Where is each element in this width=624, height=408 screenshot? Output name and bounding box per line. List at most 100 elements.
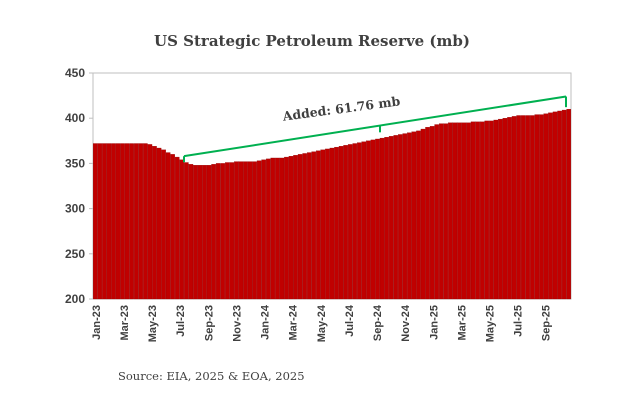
bar-18 bbox=[174, 156, 180, 300]
bar-6 bbox=[120, 143, 125, 300]
bar-21 bbox=[188, 164, 194, 300]
bar-72 bbox=[420, 128, 426, 300]
bar-31 bbox=[234, 161, 239, 300]
x-tick-label-8: May-24 bbox=[316, 304, 328, 342]
bar-12 bbox=[147, 144, 153, 300]
bar-104 bbox=[566, 109, 571, 300]
bar-44 bbox=[293, 155, 298, 300]
chart-title: US Strategic Petroleum Reserve (mb) bbox=[154, 32, 470, 50]
bar-10 bbox=[138, 143, 144, 300]
bar-33 bbox=[243, 161, 248, 300]
bar-16 bbox=[165, 152, 171, 300]
bar-58 bbox=[357, 142, 362, 300]
bar-92 bbox=[511, 116, 517, 300]
bar-22 bbox=[193, 165, 198, 300]
bar-101 bbox=[552, 111, 558, 300]
bar-39 bbox=[270, 157, 276, 300]
bar-45 bbox=[297, 154, 303, 300]
bar-0 bbox=[93, 143, 98, 300]
x-tick-label-1: Mar-23 bbox=[119, 305, 131, 340]
bar-69 bbox=[407, 132, 412, 300]
x-tick-label-10: Sep-24 bbox=[372, 304, 384, 341]
bar-2 bbox=[102, 143, 107, 300]
x-tick-label-6: Jan-24 bbox=[260, 304, 272, 340]
bar-1 bbox=[97, 143, 103, 300]
bar-97 bbox=[534, 114, 540, 300]
bar-34 bbox=[247, 161, 253, 300]
bar-66 bbox=[393, 135, 399, 300]
bar-24 bbox=[202, 165, 207, 300]
bar-41 bbox=[279, 157, 285, 300]
annotation-label: Added: 61.76 mb bbox=[281, 93, 401, 123]
bar-61 bbox=[370, 139, 376, 300]
x-tick-label-14: May-25 bbox=[484, 305, 496, 342]
bar-46 bbox=[302, 153, 307, 300]
bar-94 bbox=[520, 115, 526, 300]
bar-95 bbox=[525, 115, 531, 300]
bar-81 bbox=[461, 122, 467, 300]
bar-64 bbox=[384, 137, 389, 300]
bar-62 bbox=[375, 138, 380, 300]
bar-28 bbox=[220, 163, 226, 300]
bar-74 bbox=[429, 126, 435, 300]
x-tick-label-3: Jul-23 bbox=[175, 305, 187, 337]
bar-75 bbox=[434, 124, 439, 300]
bar-19 bbox=[179, 159, 185, 300]
x-tick-label-16: Sep-25 bbox=[541, 305, 553, 341]
x-tick-label-13: Mar-25 bbox=[456, 305, 468, 340]
bar-48 bbox=[311, 151, 317, 300]
bar-49 bbox=[316, 150, 321, 300]
bar-87 bbox=[489, 120, 494, 300]
bar-78 bbox=[448, 122, 453, 300]
annotation-bracket bbox=[183, 95, 567, 163]
bar-25 bbox=[206, 165, 212, 300]
bar-60 bbox=[366, 140, 371, 300]
x-tick-label-5: Nov-23 bbox=[231, 305, 243, 342]
bar-51 bbox=[325, 148, 330, 300]
bracket-line bbox=[183, 95, 567, 158]
bar-59 bbox=[361, 141, 367, 300]
bar-26 bbox=[211, 164, 216, 300]
x-tick-label-4: Sep-23 bbox=[203, 305, 215, 341]
bar-7 bbox=[124, 143, 130, 300]
x-tick-label-9: Jul-24 bbox=[344, 304, 356, 337]
bar-32 bbox=[238, 161, 244, 300]
bar-43 bbox=[288, 156, 294, 300]
bar-40 bbox=[275, 157, 280, 300]
y-axis: 200 250 300 350 400 450 bbox=[65, 66, 93, 306]
bar-11 bbox=[143, 143, 148, 300]
bar-52 bbox=[329, 147, 335, 300]
bars-group bbox=[93, 109, 571, 300]
bar-37 bbox=[261, 159, 266, 300]
bar-15 bbox=[161, 149, 166, 300]
bar-5 bbox=[115, 143, 121, 300]
bar-86 bbox=[484, 120, 490, 300]
x-tick-label-2: May-23 bbox=[147, 305, 159, 342]
bar-36 bbox=[256, 160, 262, 300]
bar-83 bbox=[470, 121, 476, 300]
bar-73 bbox=[425, 127, 430, 300]
bar-70 bbox=[411, 131, 417, 300]
bar-53 bbox=[334, 146, 339, 300]
bar-91 bbox=[507, 117, 512, 300]
bar-56 bbox=[347, 144, 353, 300]
bar-77 bbox=[443, 123, 449, 300]
bar-20 bbox=[184, 162, 189, 300]
bar-85 bbox=[479, 121, 485, 300]
bar-47 bbox=[306, 152, 312, 300]
y-tick-label-4: 400 bbox=[65, 111, 85, 125]
x-tick-label-15: Jul-25 bbox=[513, 305, 525, 337]
bar-27 bbox=[215, 163, 221, 300]
bar-57 bbox=[352, 143, 358, 300]
bar-71 bbox=[416, 130, 421, 300]
bar-38 bbox=[265, 158, 271, 300]
y-tick-label-1: 250 bbox=[65, 247, 85, 261]
bar-4 bbox=[111, 143, 116, 300]
y-tick-label-0: 200 bbox=[65, 292, 85, 306]
bar-98 bbox=[539, 114, 544, 300]
bar-14 bbox=[156, 147, 162, 300]
bar-82 bbox=[466, 122, 471, 300]
bar-80 bbox=[457, 122, 462, 300]
bar-79 bbox=[452, 122, 458, 300]
bar-93 bbox=[516, 115, 521, 300]
